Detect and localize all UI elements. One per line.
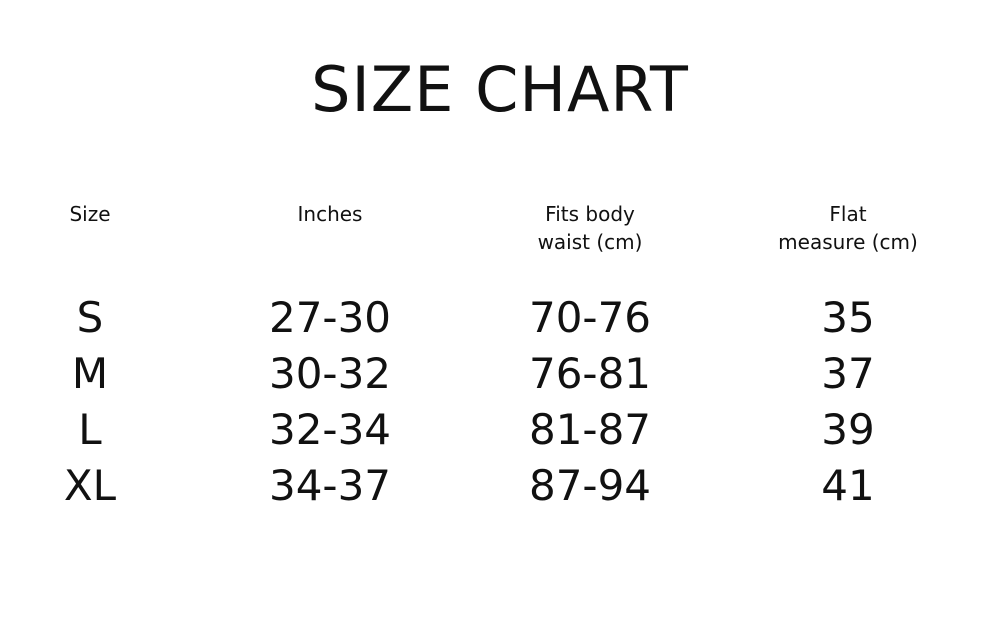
cell-size: M <box>71 349 109 398</box>
column-header-flat: Flat measure (cm) <box>728 200 968 256</box>
cell-inches: 30-32 <box>268 349 392 398</box>
cell-size: L <box>78 405 102 454</box>
cell-inches: 34-37 <box>268 461 392 510</box>
cell-flat: 41 <box>821 461 875 510</box>
cell-waist: 70-76 <box>528 293 652 342</box>
cell-size: XL <box>63 461 117 510</box>
cell-waist: 76-81 <box>528 349 652 398</box>
column-header-line: measure (cm) <box>778 230 918 254</box>
column-header-line: Fits body <box>545 202 635 226</box>
cell-flat: 37 <box>821 349 875 398</box>
cell-size: S <box>76 293 104 342</box>
column-header-line: waist (cm) <box>537 230 643 254</box>
column-header-inches: Inches <box>210 200 450 228</box>
column-header-line: Flat <box>829 202 867 226</box>
cell-flat: 35 <box>821 293 875 342</box>
column-header-line: Size <box>69 202 111 226</box>
cell-waist: 81-87 <box>528 405 652 454</box>
cell-inches: 27-30 <box>268 293 392 342</box>
column-header-waist: Fits body waist (cm) <box>470 200 710 256</box>
cell-flat: 39 <box>821 405 875 454</box>
page-title: SIZE CHART <box>311 53 689 126</box>
cell-inches: 32-34 <box>268 405 392 454</box>
column-header-size: Size <box>0 200 210 228</box>
column-header-line: Inches <box>297 202 363 226</box>
cell-waist: 87-94 <box>528 461 652 510</box>
